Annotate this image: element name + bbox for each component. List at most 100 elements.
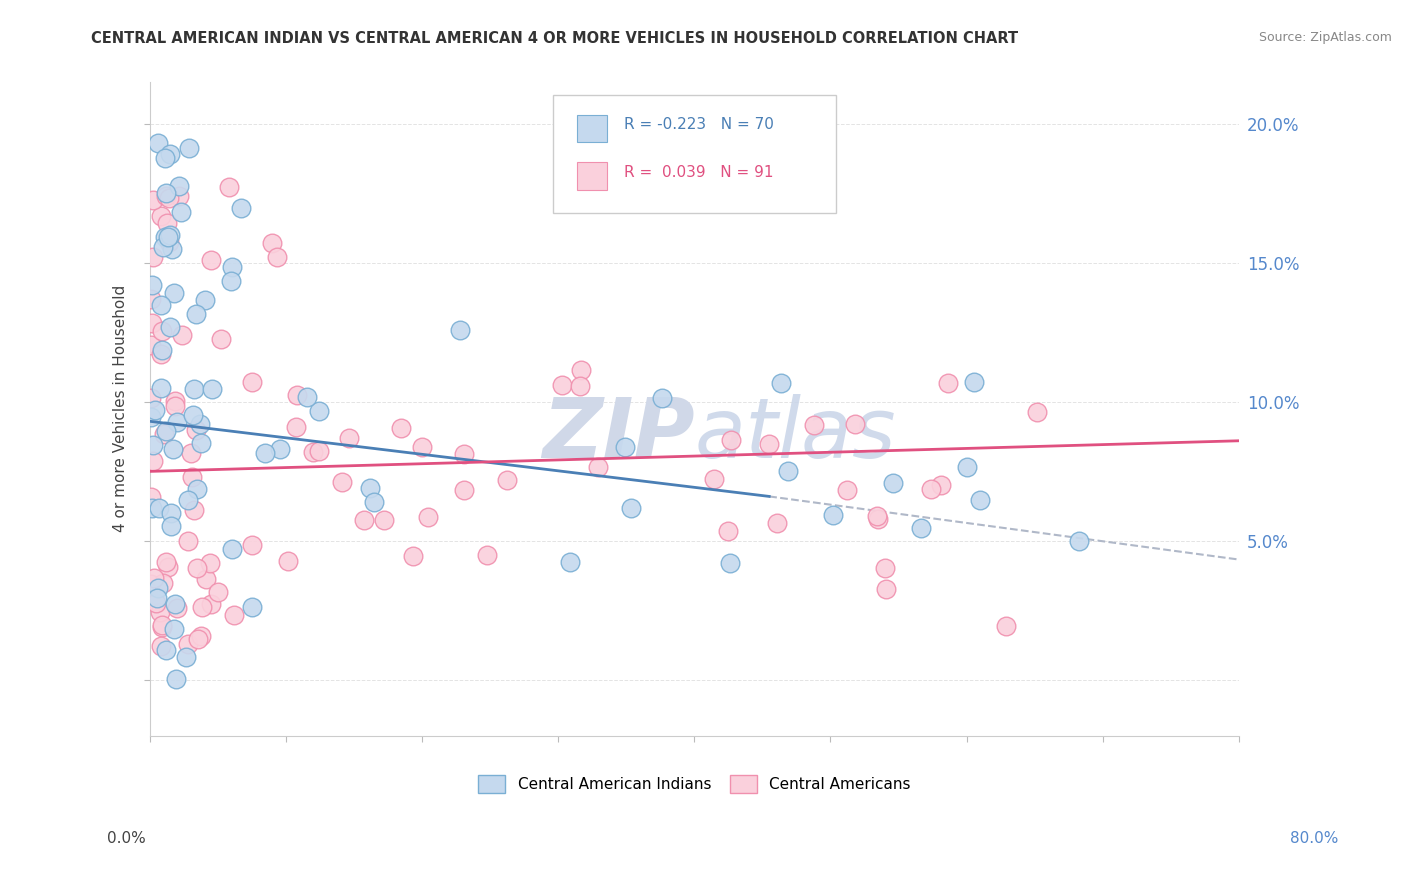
- Point: [165, 597, 187, 611]
- Point: [865, 508, 887, 523]
- Point: [186, 482, 208, 496]
- Point: [180, 446, 202, 460]
- Text: 0.0%: 0.0%: [107, 831, 146, 846]
- Y-axis label: 4 or more Vehicles in Household: 4 or more Vehicles in Household: [114, 285, 128, 533]
- Point: [150, 343, 173, 358]
- Point: [453, 447, 475, 461]
- Point: [613, 440, 636, 454]
- Point: [155, 230, 177, 244]
- Point: [142, 438, 165, 452]
- Point: [163, 394, 186, 409]
- Point: [402, 549, 425, 563]
- Point: [149, 297, 172, 311]
- Point: [254, 445, 277, 459]
- Point: [177, 141, 200, 155]
- Point: [155, 643, 177, 657]
- Point: [149, 605, 172, 619]
- Point: [221, 260, 243, 275]
- Point: [277, 554, 299, 568]
- Point: [337, 431, 360, 445]
- Point: [353, 513, 375, 527]
- Point: [411, 440, 433, 454]
- Point: [803, 417, 825, 432]
- Point: [159, 320, 181, 334]
- Point: [157, 235, 180, 249]
- Point: [200, 556, 222, 570]
- Point: [873, 560, 896, 574]
- Point: [153, 427, 176, 442]
- Point: [301, 445, 323, 459]
- Point: [153, 151, 176, 165]
- Point: [150, 619, 173, 633]
- Point: [207, 585, 229, 599]
- Point: [717, 524, 740, 538]
- Point: [188, 417, 211, 431]
- Point: [141, 410, 163, 425]
- Point: [495, 473, 517, 487]
- Point: [956, 459, 979, 474]
- Point: [295, 390, 318, 404]
- Point: [200, 597, 222, 611]
- Point: [157, 229, 180, 244]
- Point: [260, 236, 283, 251]
- Point: [141, 278, 163, 293]
- Point: [167, 188, 190, 202]
- Point: [172, 328, 194, 343]
- Point: [720, 557, 742, 571]
- Point: [882, 475, 904, 490]
- Point: [166, 601, 188, 615]
- Legend: Central American Indians, Central Americans: Central American Indians, Central Americ…: [478, 775, 911, 793]
- Point: [160, 506, 183, 520]
- Text: R =  0.039   N = 91: R = 0.039 N = 91: [624, 165, 773, 179]
- Text: ZIP: ZIP: [541, 394, 695, 475]
- Bar: [576, 162, 607, 190]
- Point: [910, 521, 932, 535]
- Point: [150, 347, 173, 361]
- Point: [308, 444, 330, 458]
- Point: [156, 216, 179, 230]
- Point: [201, 383, 224, 397]
- Point: [157, 559, 180, 574]
- Point: [142, 250, 165, 264]
- Point: [159, 147, 181, 161]
- Point: [163, 399, 186, 413]
- Point: [569, 363, 592, 377]
- Point: [195, 572, 218, 586]
- Point: [159, 227, 181, 242]
- Point: [166, 416, 188, 430]
- Point: [155, 189, 177, 203]
- Point: [150, 618, 173, 632]
- Point: [758, 437, 780, 451]
- Point: [148, 501, 170, 516]
- Point: [190, 629, 212, 643]
- Point: [186, 560, 208, 574]
- Point: [586, 459, 609, 474]
- Point: [191, 600, 214, 615]
- Point: [558, 556, 581, 570]
- Point: [766, 516, 789, 530]
- Point: [551, 378, 574, 392]
- Point: [389, 421, 412, 435]
- Point: [146, 136, 169, 150]
- Point: [190, 435, 212, 450]
- Point: [152, 575, 174, 590]
- Point: [141, 501, 163, 516]
- Point: [200, 252, 222, 267]
- Point: [157, 191, 180, 205]
- Point: [219, 274, 242, 288]
- Point: [146, 581, 169, 595]
- Point: [269, 442, 291, 457]
- Point: [167, 179, 190, 194]
- Point: [184, 306, 207, 320]
- Point: [176, 492, 198, 507]
- Point: [160, 242, 183, 256]
- Point: [844, 417, 866, 432]
- Point: [176, 650, 198, 665]
- Point: [150, 210, 173, 224]
- Point: [229, 201, 252, 215]
- Point: [143, 402, 166, 417]
- Point: [929, 478, 952, 492]
- Point: [162, 622, 184, 636]
- Point: [1025, 405, 1047, 419]
- Point: [143, 571, 166, 585]
